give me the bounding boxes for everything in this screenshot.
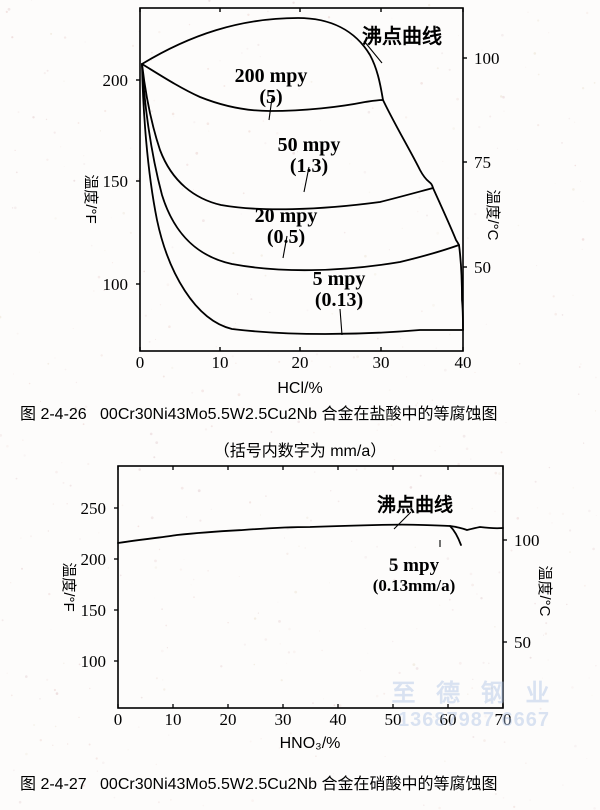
svg-text:13687987 6667: 13687987 6667 <box>398 709 550 731</box>
svg-text:至 德 钢 业: 至 德 钢 业 <box>391 679 556 707</box>
